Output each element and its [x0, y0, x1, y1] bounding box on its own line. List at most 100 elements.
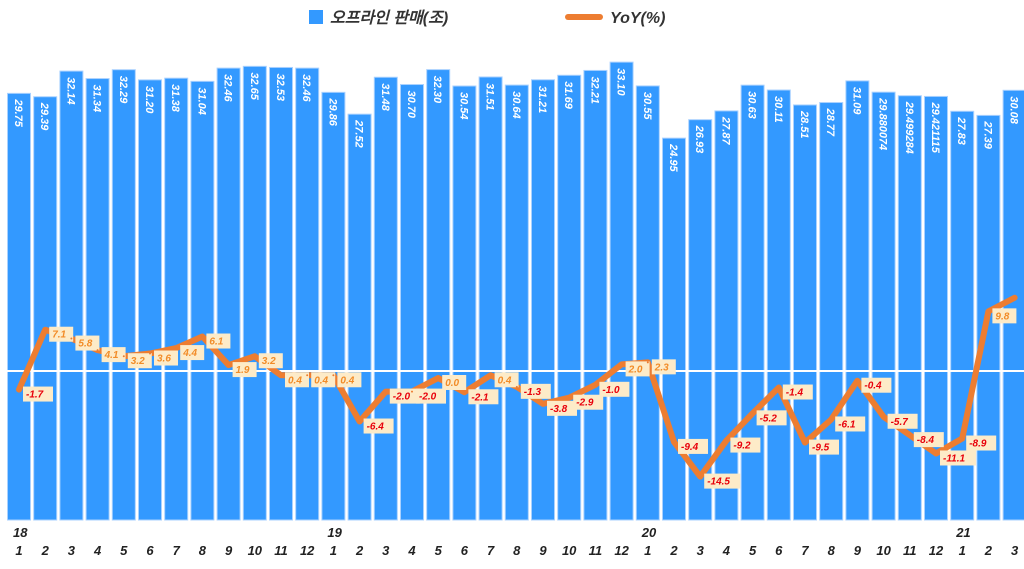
- bar: [164, 77, 189, 521]
- yoy-value-label: -6.4: [367, 422, 385, 433]
- yoy-point: [673, 440, 675, 443]
- year-label: 19: [327, 525, 342, 540]
- yoy-value-label: 4.1: [104, 350, 119, 361]
- bar-value-label: 32.53: [274, 73, 286, 101]
- yoy-label-box: [966, 435, 997, 451]
- bar-value-label: 29.499284: [903, 101, 915, 154]
- yoy-label-box: [678, 438, 708, 454]
- yoy-point: [594, 383, 597, 386]
- bar-value-label: 28.77: [824, 108, 836, 137]
- x-tick-label: 2: [984, 543, 993, 558]
- yoy-point: [437, 377, 440, 379]
- yoy-series: -1.7 7.1 5.8 4.1 3.2 3.6 4.4 6.1 1.9 3.2 0.4 0.4 0.4…: [16, 294, 1018, 489]
- x-tick-label: 2: [355, 543, 364, 558]
- bar: [269, 66, 293, 521]
- yoy-value-label: 4.4: [182, 348, 197, 359]
- yoy-point: [882, 415, 885, 418]
- bar: [7, 92, 31, 521]
- x-tick-label: 4: [93, 543, 102, 558]
- bar-value-label: 33.10: [615, 68, 627, 96]
- yoy-point: [384, 390, 387, 393]
- yoy-value-label: 5.8: [78, 339, 92, 350]
- yoy-label-box: [311, 372, 336, 388]
- yoy-value-label: 1.9: [236, 365, 250, 376]
- x-tick-label: 10: [248, 543, 263, 558]
- yoy-label-box: [730, 437, 761, 453]
- bar: [766, 89, 791, 521]
- bar-value-label: 30.08: [1008, 96, 1020, 124]
- yoy-point: [175, 347, 178, 350]
- yoy-point: [149, 352, 151, 355]
- x-tick-label: 5: [120, 543, 128, 558]
- yoy-value-label: -5.2: [760, 413, 778, 424]
- x-tick-label: 11: [903, 543, 917, 558]
- bar: [504, 84, 529, 521]
- bar: [426, 69, 451, 521]
- bar-value-label: 27.39: [981, 120, 993, 149]
- yoy-point: [777, 386, 780, 389]
- x-tick-label: 5: [435, 543, 443, 558]
- yoy-point: [987, 310, 990, 313]
- yoy-label-box: [416, 388, 446, 404]
- bar: [373, 76, 398, 521]
- bar-value-label: 30.64: [510, 91, 522, 119]
- bar: [583, 69, 608, 521]
- bar-value-label: 28.51: [798, 110, 810, 139]
- x-tick-label: 1: [644, 543, 651, 558]
- yoy-label-box: [651, 359, 676, 375]
- yoy-value-label: -9.2: [733, 441, 751, 452]
- yoy-point: [18, 388, 20, 391]
- bar: [452, 85, 477, 521]
- yoy-label-box: [861, 377, 892, 393]
- x-tick-label: 11: [589, 543, 603, 558]
- yoy-label-box: [992, 308, 1017, 324]
- yoy-value-label: -1.0: [602, 385, 620, 396]
- bar-value-label: 32.30: [431, 76, 443, 104]
- x-tick-label: 2: [669, 543, 678, 558]
- bar: [635, 85, 660, 521]
- bar-value-label: 30.55: [641, 92, 653, 120]
- bar-value-label: 31.09: [850, 87, 862, 115]
- yoy-value-label: 0.4: [314, 375, 328, 386]
- yoy-label-box: [258, 353, 283, 369]
- bar: [321, 91, 346, 521]
- yoy-label-box: [625, 361, 650, 377]
- yoy-point: [70, 337, 73, 340]
- yoy-label-box: [154, 350, 178, 366]
- yoy-label-box: [573, 394, 604, 410]
- bar-value-label: 29.39: [38, 102, 50, 131]
- x-tick-label: 10: [562, 543, 577, 558]
- bar-value-label: 31.21: [536, 86, 548, 114]
- yoy-value-label: -9.5: [812, 443, 830, 454]
- x-tick-label: 6: [146, 543, 154, 558]
- yoy-point: [935, 452, 937, 455]
- x-tick-label: 6: [775, 543, 783, 558]
- yoy-label-box: [940, 450, 976, 466]
- bar-value-label: 24.95: [667, 143, 679, 172]
- bar-value-label: 32.29: [117, 76, 129, 104]
- bar: [609, 61, 634, 521]
- yoy-point: [1013, 296, 1016, 299]
- yoy-point: [908, 434, 911, 437]
- yoy-value-label: 3.6: [157, 354, 171, 365]
- yoy-value-label: 9.8: [995, 311, 1009, 322]
- yoy-label-box: [835, 416, 866, 432]
- x-tick-label: 5: [749, 543, 757, 558]
- yoy-point: [253, 355, 256, 358]
- x-tick-label: 7: [487, 543, 495, 558]
- x-tick-label: 12: [614, 543, 629, 558]
- bar-value-label: 31.20: [143, 86, 155, 114]
- yoy-label-box: [206, 333, 231, 349]
- bar-value-label: 30.11: [772, 96, 784, 123]
- yoy-value-label: 0.0: [445, 378, 459, 389]
- bar: [33, 96, 58, 521]
- legend: 오프라인 판매(조) YoY(%): [309, 9, 665, 27]
- yoy-point: [804, 441, 806, 444]
- x-tick-label: 6: [461, 543, 469, 558]
- bar-series: 29.75 29.39 32.14 31.34 32.29 31.20 31.38 31.04…: [7, 61, 1024, 521]
- yoy-value-label: 2.3: [654, 362, 669, 373]
- bar-value-label: 29.880074: [877, 97, 889, 150]
- bar-value-label: 27.52: [353, 119, 365, 148]
- yoy-value-label: -3.8: [550, 404, 568, 415]
- yoy-value-label: -1.4: [786, 388, 804, 399]
